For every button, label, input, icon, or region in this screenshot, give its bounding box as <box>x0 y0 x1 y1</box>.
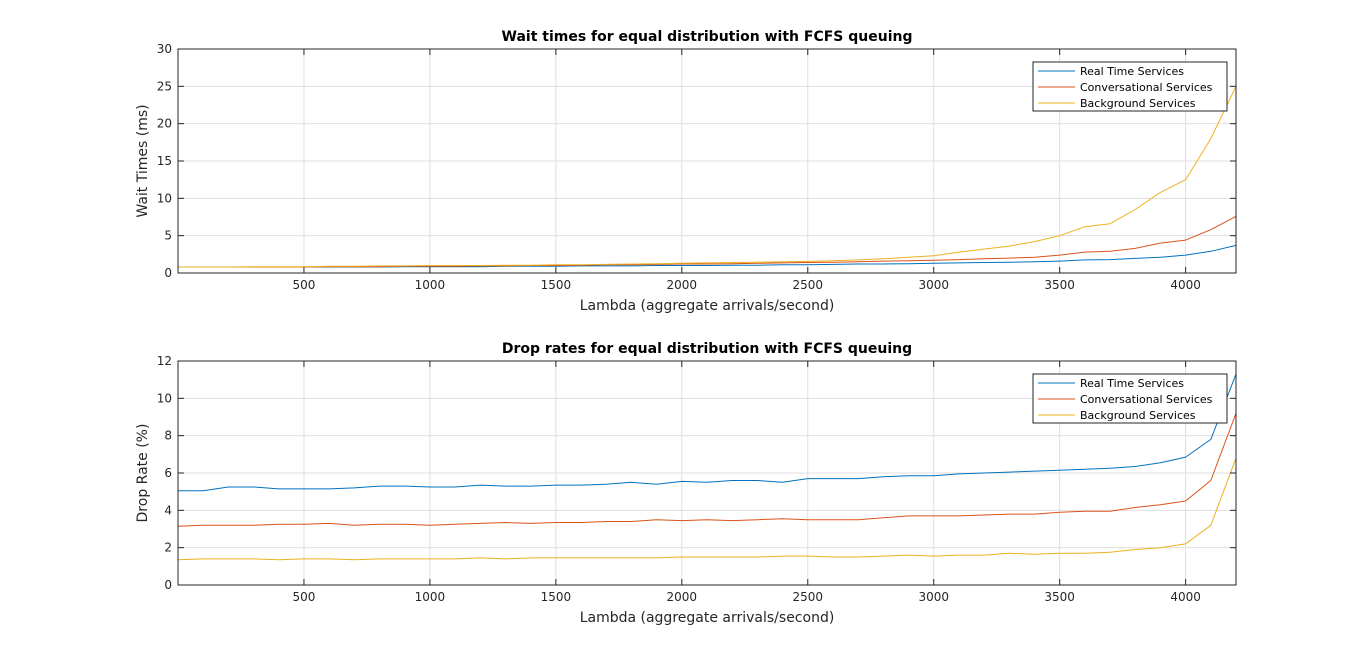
grid-lines <box>178 361 1236 585</box>
y-tick-label: 20 <box>157 117 172 131</box>
y-tick-label: 10 <box>157 391 172 405</box>
y-tick-label: 8 <box>164 429 172 443</box>
x-tick-label: 1000 <box>415 590 446 604</box>
x-tick-label: 4000 <box>1170 278 1201 292</box>
x-tick-label: 2000 <box>667 278 698 292</box>
y-tick-label: 5 <box>164 229 172 243</box>
y-tick-label: 6 <box>164 466 172 480</box>
x-tick-label: 1500 <box>541 278 572 292</box>
y-axis-label: Drop Rate (%) <box>135 424 151 523</box>
chart-title: Drop rates for equal distribution with F… <box>502 341 912 357</box>
legend-label: Background Services <box>1080 409 1196 422</box>
y-axis-label: Wait Times (ms) <box>135 104 151 217</box>
wait-times-chart: 500 1000 1500 2000 2500 3000 3500 4000 0 5 10 15 20 2… <box>135 29 1237 314</box>
y-tick-label: 0 <box>164 578 172 592</box>
x-tick-label: 500 <box>292 590 315 604</box>
series-line-0 <box>178 373 1237 492</box>
tick-labels: 500 1000 1500 2000 2500 3000 3500 4000 0 5 10 15 20 2… <box>157 42 1236 292</box>
y-tick-label: 2 <box>164 541 172 555</box>
y-tick-label: 30 <box>157 42 172 56</box>
y-tick-label: 10 <box>157 191 172 205</box>
legend: Real Time Services Conversational Service… <box>1032 373 1228 424</box>
legend: Real Time Services Conversational Service… <box>1032 61 1228 112</box>
tick-labels: 500 1000 1500 2000 2500 3000 3500 4000 0 2 4 6 8 10 12 <box>157 354 1236 604</box>
x-tick-label: 2000 <box>667 590 698 604</box>
drop-rates-chart: 500 1000 1500 2000 2500 3000 3500 4000 0 2 4 6 8 10 12… <box>135 341 1237 626</box>
y-tick-label: 4 <box>164 503 172 517</box>
x-tick-label: 1000 <box>415 278 446 292</box>
x-tick-label: 2500 <box>792 278 823 292</box>
series-line-2 <box>177 457 1237 561</box>
legend-label: Conversational Services <box>1080 393 1213 406</box>
x-tick-label: 3000 <box>918 590 949 604</box>
y-tick-label: 25 <box>157 79 172 93</box>
legend-label: Real Time Services <box>1080 65 1184 78</box>
x-axis-label: Lambda (aggregate arrivals/second) <box>580 610 835 626</box>
x-tick-label: 500 <box>292 278 315 292</box>
series-line-2 <box>178 86 1237 268</box>
x-tick-label: 4000 <box>1170 590 1201 604</box>
legend-label: Conversational Services <box>1080 81 1213 94</box>
x-tick-label: 1500 <box>541 590 572 604</box>
y-tick-label: 0 <box>164 266 172 280</box>
y-tick-label: 12 <box>157 354 172 368</box>
y-tick-label: 15 <box>157 154 172 168</box>
x-tick-label: 3000 <box>918 278 949 292</box>
x-tick-label: 3500 <box>1044 278 1075 292</box>
x-tick-label: 2500 <box>792 590 823 604</box>
legend-label: Real Time Services <box>1080 377 1184 390</box>
x-tick-label: 3500 <box>1044 590 1075 604</box>
series-lines <box>178 86 1237 268</box>
series-lines <box>177 373 1237 561</box>
legend-label: Background Services <box>1080 97 1196 110</box>
x-axis-label: Lambda (aggregate arrivals/second) <box>580 298 835 314</box>
series-line-1 <box>177 413 1237 527</box>
chart-title: Wait times for equal distribution with F… <box>502 29 913 45</box>
